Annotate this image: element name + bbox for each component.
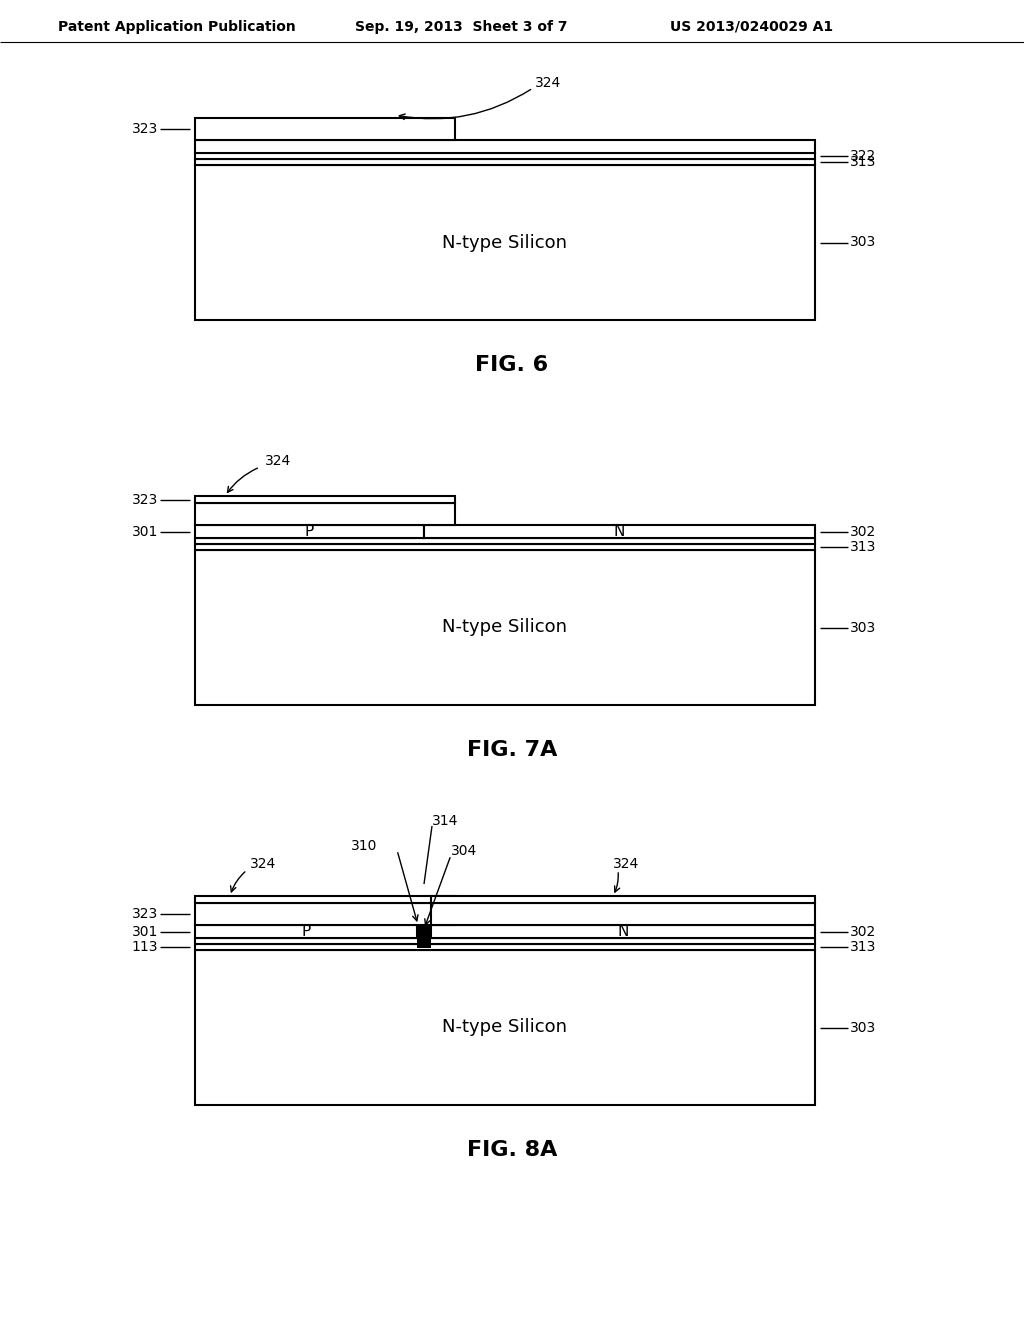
Bar bbox=[195, 939, 815, 944]
Bar bbox=[195, 525, 424, 539]
Text: P: P bbox=[301, 924, 310, 939]
Text: 302: 302 bbox=[850, 524, 877, 539]
Bar bbox=[195, 140, 815, 153]
Bar bbox=[195, 903, 455, 925]
Text: 304: 304 bbox=[451, 843, 477, 858]
Text: US 2013/0240029 A1: US 2013/0240029 A1 bbox=[670, 20, 834, 34]
Text: 324: 324 bbox=[535, 77, 561, 90]
Text: N: N bbox=[613, 524, 626, 539]
Text: 324: 324 bbox=[250, 857, 276, 871]
Bar bbox=[431, 896, 815, 903]
Bar bbox=[195, 165, 815, 319]
Bar bbox=[431, 903, 815, 925]
Text: FIG. 8A: FIG. 8A bbox=[467, 1140, 557, 1160]
Text: Sep. 19, 2013  Sheet 3 of 7: Sep. 19, 2013 Sheet 3 of 7 bbox=[355, 20, 567, 34]
Text: N: N bbox=[617, 924, 629, 939]
Bar bbox=[195, 158, 815, 165]
Text: 313: 313 bbox=[850, 154, 877, 169]
Bar bbox=[195, 950, 815, 1105]
Text: 310: 310 bbox=[350, 840, 377, 853]
Text: N-type Silicon: N-type Silicon bbox=[442, 234, 567, 252]
Text: 314: 314 bbox=[432, 814, 459, 828]
Bar bbox=[195, 944, 815, 950]
Text: 303: 303 bbox=[850, 1020, 877, 1035]
Text: 301: 301 bbox=[132, 924, 158, 939]
Text: 323: 323 bbox=[132, 492, 158, 507]
Bar bbox=[417, 925, 431, 948]
Text: 301: 301 bbox=[132, 524, 158, 539]
Text: FIG. 6: FIG. 6 bbox=[475, 355, 549, 375]
Bar bbox=[195, 153, 815, 158]
Text: 303: 303 bbox=[850, 235, 877, 249]
Bar bbox=[195, 117, 455, 140]
Text: 313: 313 bbox=[850, 540, 877, 554]
Text: P: P bbox=[305, 524, 314, 539]
Text: 323: 323 bbox=[132, 121, 158, 136]
Text: 303: 303 bbox=[850, 620, 877, 635]
Bar bbox=[195, 544, 815, 550]
Text: Patent Application Publication: Patent Application Publication bbox=[58, 20, 296, 34]
Bar bbox=[195, 925, 417, 939]
Text: N-type Silicon: N-type Silicon bbox=[442, 1019, 567, 1036]
Text: 324: 324 bbox=[613, 857, 639, 871]
Bar bbox=[195, 539, 815, 544]
Bar bbox=[195, 896, 455, 903]
Bar bbox=[431, 925, 815, 939]
Bar bbox=[195, 496, 455, 503]
Bar bbox=[424, 525, 815, 539]
Text: 313: 313 bbox=[850, 940, 877, 954]
Text: 113: 113 bbox=[131, 940, 158, 954]
Text: 324: 324 bbox=[265, 454, 291, 469]
Text: 302: 302 bbox=[850, 924, 877, 939]
Bar bbox=[195, 550, 815, 705]
Text: FIG. 7A: FIG. 7A bbox=[467, 741, 557, 760]
Text: 322: 322 bbox=[850, 149, 877, 162]
Bar bbox=[195, 503, 455, 525]
Text: 323: 323 bbox=[132, 907, 158, 921]
Text: N-type Silicon: N-type Silicon bbox=[442, 619, 567, 636]
